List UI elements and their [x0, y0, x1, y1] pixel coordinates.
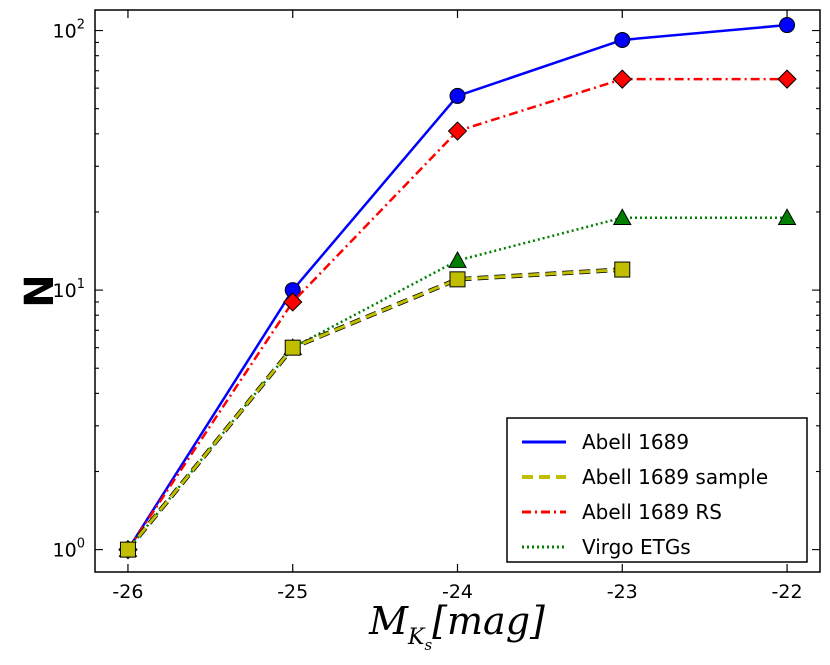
data-point [614, 31, 631, 48]
x-tick-label: -26 [112, 581, 143, 603]
x-tick-label: -25 [277, 581, 308, 603]
data-point [447, 121, 468, 141]
data-point [612, 69, 632, 89]
plot-frame [94, 9, 821, 573]
legend-item: Virgo ETGs [522, 535, 691, 559]
legend-label: Abell 1689 sample [582, 465, 768, 489]
data-point [777, 69, 797, 89]
x-tick-label: -22 [772, 581, 803, 603]
x-axis-label-subsub: s [424, 636, 432, 654]
data-point [449, 271, 466, 288]
series-abell-1689-sample [119, 261, 631, 558]
y-axis-label: N [17, 274, 63, 307]
series-line [126, 268, 623, 551]
data-point [283, 292, 303, 312]
data-point [449, 87, 466, 104]
data-point [119, 541, 136, 558]
x-axis-label-sub: K [407, 625, 426, 650]
x-tick-label: -23 [607, 581, 638, 603]
legend-label: Abell 1689 RS [582, 500, 722, 524]
x-axis-label-unit: [mag] [432, 599, 545, 643]
series-layer [118, 17, 797, 560]
legend-item: Abell 1689 sample [522, 465, 768, 489]
y-tick-label: 102 [53, 18, 85, 43]
legend: Abell 1689 Abell 1689 sample Abell 1689 RS… [506, 417, 808, 563]
legend-item: Abell 1689 [522, 430, 689, 454]
data-point [777, 208, 797, 226]
x-axis-label-main: M [368, 599, 409, 643]
data-point [779, 17, 796, 34]
y-tick-label: 100 [53, 537, 85, 562]
data-point [614, 261, 631, 278]
x-tick-label: -24 [442, 581, 473, 603]
legend-item: Abell 1689 RS [522, 500, 722, 524]
data-point [448, 250, 467, 268]
data-point [612, 208, 632, 226]
legend-label: Abell 1689 [582, 430, 689, 454]
legend-label: Virgo ETGs [582, 535, 691, 559]
axis-layer: -26 -25 -24 -23 -22 100 101 102 [53, 10, 820, 603]
x-axis-label: MKs[mag] [368, 599, 545, 654]
y-tick-label: 101 [53, 277, 85, 302]
data-point [284, 339, 301, 356]
